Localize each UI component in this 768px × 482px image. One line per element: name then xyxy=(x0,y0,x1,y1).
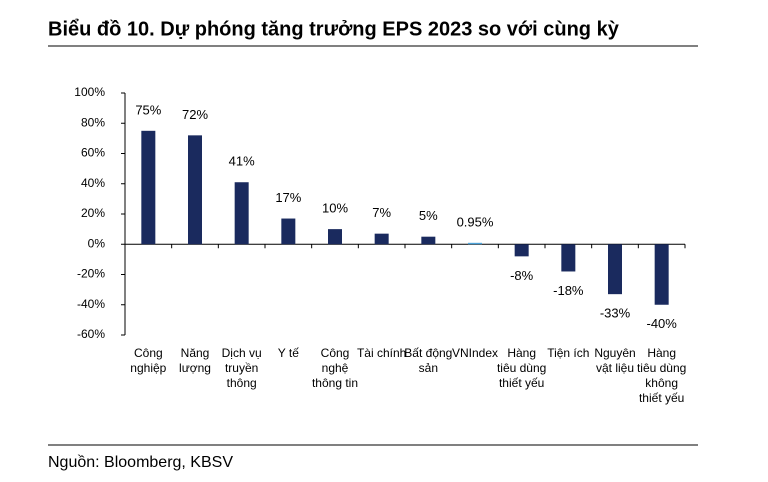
bar xyxy=(514,244,529,257)
value-label: 0.95% xyxy=(457,214,494,229)
bar xyxy=(188,135,202,245)
x-tick-label: Tiện ích xyxy=(547,346,590,360)
source: Nguồn: Bloomberg, KBSV xyxy=(48,454,233,471)
value-label: 5% xyxy=(419,208,438,223)
y-tick-label: 60% xyxy=(81,146,105,160)
value-label: -33% xyxy=(600,306,631,321)
value-label: 7% xyxy=(372,205,391,220)
value-label: 41% xyxy=(229,154,255,169)
bar xyxy=(468,242,482,245)
bar xyxy=(654,244,669,305)
y-tick-label: -40% xyxy=(77,297,105,311)
bar xyxy=(328,229,342,245)
bar xyxy=(281,218,296,245)
bar xyxy=(141,130,156,245)
x-tick-label: Tài chính xyxy=(356,346,407,360)
bar xyxy=(561,244,576,272)
y-tick-label: 100% xyxy=(74,85,105,99)
value-label: 75% xyxy=(135,102,161,117)
x-tick-label: Công nghệ thông tin xyxy=(311,346,359,390)
value-label: 72% xyxy=(182,107,208,122)
bar xyxy=(421,236,436,245)
x-tick-label: Năng lượng xyxy=(179,346,211,375)
value-label: -8% xyxy=(510,268,534,283)
x-tick-label: VNIndex xyxy=(451,346,499,360)
value-label: 17% xyxy=(275,190,301,205)
x-tick-label: Bất động sản xyxy=(404,346,453,375)
y-tick-label: 40% xyxy=(81,176,105,190)
x-tick-label: Hàng tiêu dùng không thiết yếu xyxy=(636,346,687,405)
x-tick-label: Hàng tiêu dùng thiết yếu xyxy=(496,346,547,390)
value-label: -40% xyxy=(646,316,677,331)
y-tick-label: 0% xyxy=(88,236,106,250)
value-label: -18% xyxy=(553,283,584,298)
x-tick-label: Y tế xyxy=(277,346,299,360)
bar xyxy=(234,182,249,245)
y-tick-label: -20% xyxy=(77,267,105,281)
y-tick-label: -60% xyxy=(77,327,105,341)
bar xyxy=(374,233,389,245)
x-tick-label: Công nghiệp xyxy=(130,346,167,375)
x-tick-label: Nguyên vật liệu xyxy=(594,346,636,375)
y-tick-label: 80% xyxy=(81,115,105,129)
chart-title: Biểu đồ 10. Dự phóng tăng trưởng EPS 202… xyxy=(48,18,620,40)
bar xyxy=(608,244,622,295)
value-label: 10% xyxy=(322,201,348,216)
y-tick-label: 20% xyxy=(81,206,105,220)
x-tick-label: Dịch vụ truyền thông xyxy=(221,346,262,390)
